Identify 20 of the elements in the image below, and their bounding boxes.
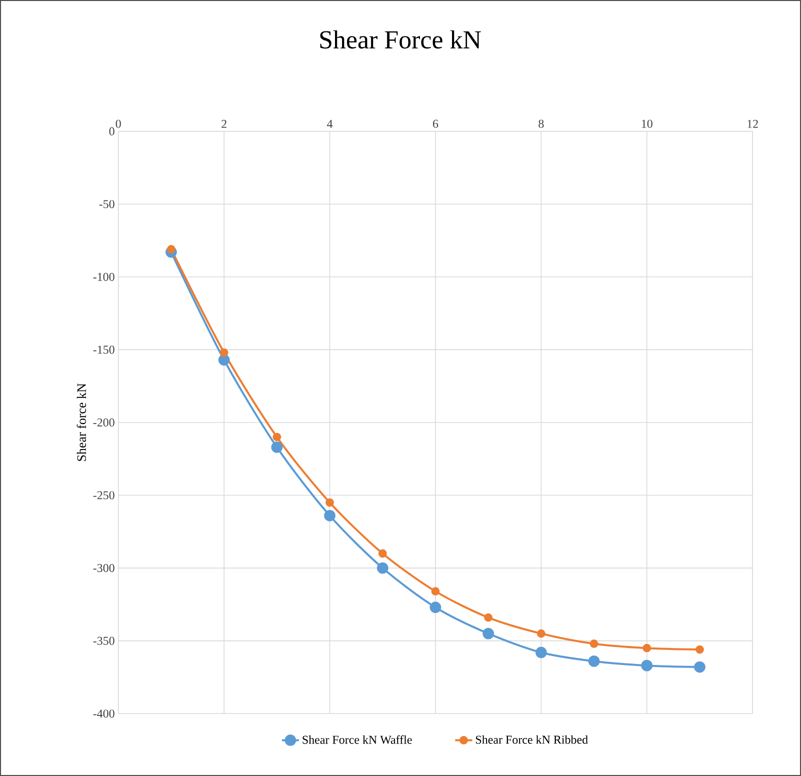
y-tick-label: 0 bbox=[109, 127, 114, 136]
y-tick-label: -50 bbox=[99, 200, 114, 208]
y-tick-label: -100 bbox=[93, 272, 114, 281]
x-tick-label: 6 bbox=[432, 120, 438, 128]
y-tick-label: -150 bbox=[93, 346, 114, 354]
x-tick-label: 8 bbox=[538, 120, 544, 128]
x-tick-label: 12 bbox=[748, 120, 758, 128]
y-axis-title: Shear force kN bbox=[76, 383, 86, 461]
x-tick-label: 10 bbox=[642, 120, 652, 128]
y-tick-label: -400 bbox=[93, 710, 114, 718]
chart-title: Shear Force kN bbox=[320, 30, 481, 49]
legend-label: Shear Force kN Waffle bbox=[302, 735, 412, 744]
legend-label: Shear Force kN Ribbed bbox=[476, 735, 588, 744]
y-tick-label: -300 bbox=[93, 564, 114, 572]
y-tick-label: -250 bbox=[93, 491, 114, 500]
y-tick-label: -350 bbox=[93, 636, 114, 645]
x-tick-label: 2 bbox=[222, 120, 226, 128]
x-tick-label: 0 bbox=[116, 120, 121, 128]
x-tick-label: 4 bbox=[327, 120, 333, 128]
y-tick-label: -200 bbox=[93, 418, 114, 426]
